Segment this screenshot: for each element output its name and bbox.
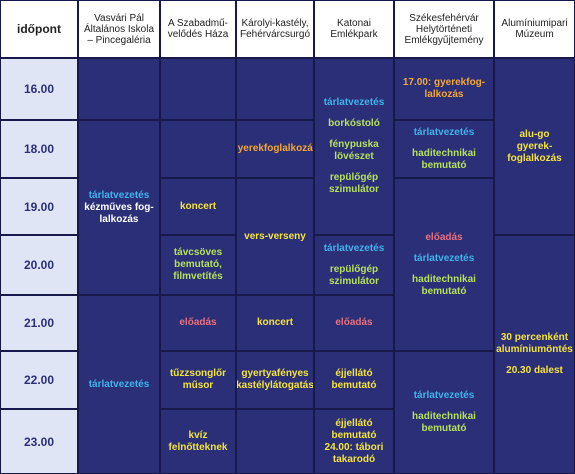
event-label: tűzzsonglőr: [170, 368, 226, 380]
event-label: takarodó: [333, 454, 375, 466]
event-label: tárlatvezetés: [414, 253, 475, 265]
karolyi-empty-23: [236, 409, 314, 474]
event-label: 17.00: gyerekfog-: [403, 77, 485, 89]
header-venue-szabadmuvelodes: A Szabadmű-velődés Háza: [160, 0, 236, 58]
event-label: szimulátor: [329, 184, 379, 196]
szabad-event-telescope-film: távcsöves bemutató, filmvetítés: [160, 235, 236, 295]
event-label: koncert: [257, 317, 293, 329]
event-label: 20.30 dalest: [506, 365, 563, 377]
karolyi-event-concert: koncert: [236, 295, 314, 351]
event-label: repülőgép: [330, 264, 378, 276]
katonai-event-night-vision-taps: éjjellátó bemutató 24.00: tábori takarod…: [314, 409, 394, 474]
karolyi-event-poetry-contest: vers-verseny: [236, 178, 314, 295]
event-label: bemutató: [332, 430, 377, 442]
event-label: bemutató,: [174, 259, 222, 271]
event-label: előadás: [335, 317, 372, 329]
katonai-event-lecture: előadás: [314, 295, 394, 351]
event-label: repülőgép: [330, 172, 378, 184]
szekes-event-tour-military-demo: tárlatvezetés haditechnikai bemutató: [394, 120, 494, 178]
event-label: koncert: [180, 201, 216, 213]
karolyi-event-candlelight-tour: gyertyafényes kastélylátogatás: [236, 351, 314, 409]
event-label: kvíz felnőtteknek: [163, 430, 233, 454]
szekes-event-kids-activity: 17.00: gyerekfog- lalkozás: [394, 58, 494, 120]
event-label: gyerekfoglalkozás: [236, 143, 314, 155]
event-label: gyerek-: [517, 141, 553, 153]
event-label: filmvetítés: [173, 271, 222, 283]
event-label: haditechnikai: [412, 411, 476, 423]
karolyi-empty-16: [236, 58, 314, 120]
event-label: alu-go: [520, 129, 550, 141]
event-label: előadás: [179, 317, 216, 329]
event-label: éjjellátó: [335, 368, 372, 380]
vasvari-event-guided-tour-craft: tárlatvezetés kézműves fog- lalkozás: [78, 120, 160, 295]
time-cell-20: 20.00: [0, 235, 78, 295]
event-label: távcsöves: [174, 247, 222, 259]
event-label: borkóstoló: [328, 118, 380, 130]
event-label: haditechnikai: [412, 148, 476, 160]
katonai-event-tour-sim: tárlatvezetés repülőgép szimulátor: [314, 235, 394, 295]
event-label: 24.00: tábori: [325, 442, 384, 454]
time-cell-23: 23.00: [0, 409, 78, 474]
event-label: bemutató: [422, 160, 467, 172]
event-label: haditechnikai: [412, 274, 476, 286]
vasvari-event-guided-tour: tárlatvezetés: [78, 295, 160, 474]
karolyi-event-kids-activity: gyerekfoglalkozás: [236, 120, 314, 178]
time-cell-16: 16.00: [0, 58, 78, 120]
event-label: szimulátor: [329, 276, 379, 288]
time-cell-21: 21.00: [0, 295, 78, 351]
event-label: tárlatvezetés: [414, 127, 475, 139]
szekes-event-tour-military-demo-late: tárlatvezetés haditechnikai bemutató: [394, 351, 494, 474]
event-label: kastélylátogatás: [236, 380, 314, 392]
header-venue-katonai: Katonai Emlékpark: [314, 0, 394, 58]
szabad-empty-18: [160, 120, 236, 178]
szabad-empty-16: [160, 58, 236, 120]
event-label: tárlatvezetés: [324, 243, 385, 255]
event-label: fénypuska: [329, 139, 378, 151]
event-label: lalkozás: [100, 214, 139, 226]
time-cell-22: 22.00: [0, 351, 78, 409]
time-cell-19: 19.00: [0, 178, 78, 235]
aluminium-event-casting-evening-song: 30 percenként alumíniumöntés 20.30 dales…: [494, 235, 575, 474]
vasvari-empty-16: [78, 58, 160, 120]
header-venue-karolyi: Károlyi-kastély, Fehérvárcsurgó: [236, 0, 314, 58]
szekes-event-lecture-tour-demo: előadás tárlatvezetés haditechnikai bemu…: [394, 178, 494, 351]
event-label: gyertyafényes: [241, 368, 308, 380]
event-label: bemutató: [422, 423, 467, 435]
szabad-event-lecture: előadás: [160, 295, 236, 351]
header-venue-szekesfehervar: Székesfehérvár Helytörténeti Emlékgyűjte…: [394, 0, 494, 58]
header-time-column: időpont: [0, 0, 78, 58]
event-label: lövészet: [334, 151, 373, 163]
event-label: lalkozás: [425, 89, 464, 101]
header-venue-vasvari: Vasvári Pál Általános Iskola – Pincegalé…: [78, 0, 160, 58]
event-label: vers-verseny: [244, 231, 306, 243]
event-label: foglalkozás: [507, 153, 561, 165]
time-cell-18: 18.00: [0, 120, 78, 178]
event-label: tárlatvezetés: [414, 390, 475, 402]
event-label: tárlatvezetés: [89, 379, 150, 391]
event-label: bemutató: [332, 380, 377, 392]
szabad-event-fire-juggler: tűzzsonglőr műsor: [160, 351, 236, 409]
szabad-event-concert: koncert: [160, 178, 236, 235]
event-label: kézműves fog-: [84, 202, 153, 214]
event-label: éjjellátó: [335, 418, 372, 430]
event-label: bemutató: [422, 286, 467, 298]
katonai-event-tour-wine-shooting-sim: tárlatvezetés borkóstoló fénypuska lövés…: [314, 58, 394, 235]
aluminium-event-alu-go-kids: alu-go gyerek- foglalkozás: [494, 58, 575, 235]
event-label: tárlatvezetés: [89, 190, 150, 202]
event-label: műsor: [183, 380, 214, 392]
event-label: 30 percenként: [501, 332, 568, 344]
katonai-event-night-vision: éjjellátó bemutató: [314, 351, 394, 409]
event-label: alumíniumöntés: [496, 344, 573, 356]
event-label: előadás: [425, 232, 462, 244]
szabad-event-quiz: kvíz felnőtteknek: [160, 409, 236, 474]
event-label: tárlatvezetés: [324, 97, 385, 109]
header-venue-aluminium: Alumíniumipari Múzeum: [494, 0, 575, 58]
